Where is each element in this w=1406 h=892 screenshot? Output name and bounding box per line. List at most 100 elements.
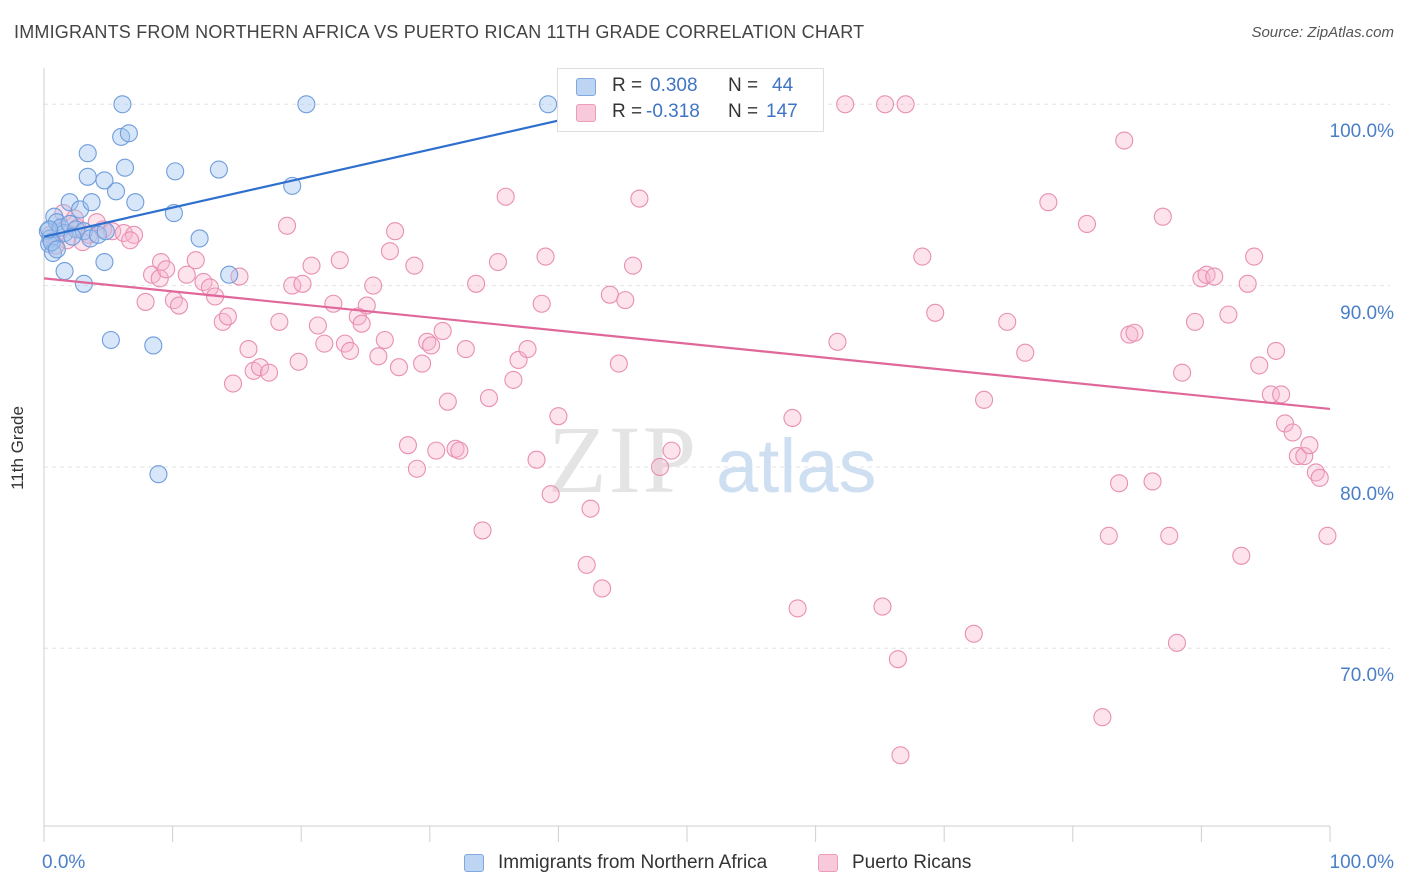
point-puerto-ricans: [364, 276, 383, 295]
point-immigrants: [96, 222, 115, 241]
point-puerto-ricans: [926, 303, 945, 322]
watermark: ZIP atlas: [548, 406, 877, 513]
stats-r-value: -0.318: [646, 101, 700, 122]
point-puerto-ricans: [532, 294, 551, 313]
point-puerto-ricans: [1288, 447, 1307, 466]
point-puerto-ricans: [630, 189, 649, 208]
point-puerto-ricans: [341, 341, 360, 360]
point-puerto-ricans: [496, 187, 515, 206]
point-puerto-ricans: [488, 252, 508, 272]
point-puerto-ricans: [600, 285, 619, 304]
point-immigrants: [190, 229, 209, 248]
point-puerto-ricans: [662, 441, 681, 460]
point-puerto-ricans: [875, 95, 895, 114]
point-puerto-ricans: [157, 260, 176, 279]
point-immigrants: [82, 193, 101, 212]
point-puerto-ricans: [1185, 312, 1205, 331]
point-puerto-ricans: [1219, 305, 1238, 324]
point-puerto-ricans: [1232, 546, 1251, 565]
point-puerto-ricans: [541, 485, 560, 504]
point-immigrants: [47, 240, 66, 259]
point-puerto-ricans: [433, 321, 452, 340]
point-puerto-ricans: [593, 579, 612, 598]
point-puerto-ricans: [213, 312, 232, 331]
trend-line-puerto-ricans: [43, 277, 1331, 411]
point-immigrants: [220, 265, 239, 284]
y-tick-label: 70.0%: [1340, 665, 1394, 687]
point-immigrants: [126, 193, 145, 212]
point-immigrants: [297, 95, 316, 114]
point-puerto-ricans: [964, 624, 983, 643]
point-puerto-ricans: [1318, 526, 1337, 545]
point-puerto-ricans: [1115, 131, 1134, 150]
point-immigrants: [113, 95, 132, 114]
stats-r-label: R =: [612, 75, 643, 96]
axes: [43, 68, 1331, 842]
point-puerto-ricans: [577, 555, 596, 574]
stats-n-value: 147: [766, 101, 798, 122]
y-tick-label: 90.0%: [1340, 302, 1394, 324]
watermark-zip: ZIP: [548, 406, 698, 513]
point-puerto-ricans: [438, 392, 457, 411]
point-puerto-ricans: [891, 746, 910, 765]
point-immigrants: [539, 95, 558, 114]
point-immigrants: [55, 262, 74, 281]
point-puerto-ricans: [218, 307, 237, 326]
point-puerto-ricans: [150, 269, 169, 288]
point-puerto-ricans: [186, 251, 205, 270]
legend-swatch-pink: [818, 854, 838, 872]
trend-line-immigrants: [43, 119, 559, 238]
point-puerto-ricans: [380, 242, 399, 261]
point-puerto-ricans: [1205, 267, 1224, 286]
point-puerto-ricans: [1266, 341, 1286, 360]
point-puerto-ricans: [1016, 343, 1035, 362]
point-puerto-ricans: [1110, 474, 1129, 493]
point-puerto-ricans: [369, 347, 388, 366]
point-puerto-ricans: [504, 370, 523, 389]
point-puerto-ricans: [836, 95, 855, 114]
point-puerto-ricans: [1153, 207, 1172, 226]
x-tick-label: 100.0%: [1329, 852, 1394, 873]
point-immigrants: [60, 193, 79, 212]
point-immigrants: [166, 162, 185, 181]
chart-title: IMMIGRANTS FROM NORTHERN AFRICA VS PUERT…: [14, 22, 865, 42]
point-puerto-ricans: [998, 312, 1017, 331]
point-immigrants: [78, 144, 97, 163]
point-immigrants: [144, 336, 163, 355]
point-puerto-ricans: [413, 354, 432, 373]
point-puerto-ricans: [375, 330, 394, 350]
point-puerto-ricans: [407, 459, 426, 478]
watermark-atlas: atlas: [716, 424, 877, 509]
y-tick-label: 100.0%: [1329, 121, 1394, 143]
point-puerto-ricans: [783, 408, 802, 428]
point-immigrants: [149, 465, 168, 484]
point-puerto-ricans: [1245, 247, 1264, 266]
point-puerto-ricans: [1167, 633, 1187, 652]
point-immigrants: [78, 167, 97, 186]
point-puerto-ricans: [1099, 526, 1118, 545]
point-puerto-ricans: [324, 294, 343, 313]
point-puerto-ricans: [609, 354, 628, 373]
legend-label: Immigrants from Northern Africa: [498, 852, 768, 873]
point-puerto-ricans: [293, 274, 312, 293]
point-puerto-ricans: [239, 340, 258, 359]
point-puerto-ricans: [405, 256, 424, 275]
point-immigrants: [101, 330, 120, 350]
stats-n-label: N =: [728, 101, 759, 122]
point-puerto-ricans: [278, 216, 297, 235]
point-puerto-ricans: [788, 599, 807, 618]
point-puerto-ricans: [896, 95, 915, 114]
point-immigrants: [95, 171, 114, 190]
point-puerto-ricans: [913, 247, 932, 266]
point-puerto-ricans: [650, 457, 670, 476]
point-immigrants: [106, 182, 126, 201]
point-puerto-ricans: [315, 334, 334, 353]
point-puerto-ricans: [352, 314, 371, 333]
point-puerto-ricans: [308, 316, 327, 335]
x-tick-label: 0.0%: [42, 852, 86, 873]
point-puerto-ricans: [1173, 363, 1192, 382]
point-puerto-ricans: [270, 312, 289, 331]
point-immigrants: [209, 160, 228, 179]
trend-lines: [43, 119, 1331, 411]
point-puerto-ricans: [330, 251, 349, 270]
